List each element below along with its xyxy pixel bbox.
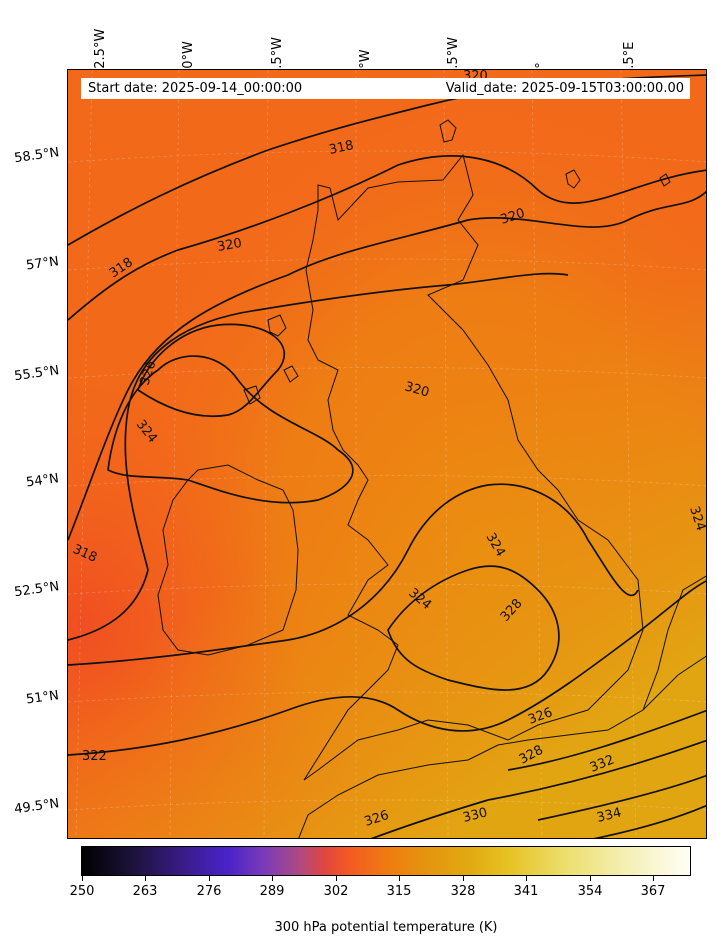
contour-label: 330 — [461, 805, 489, 826]
colorbar-tick-label: 250 — [69, 884, 95, 899]
colorbar-tick-label: 341 — [513, 884, 539, 899]
contour-label: 320 — [403, 379, 431, 400]
colorbar-tick-label: 354 — [577, 884, 603, 899]
colorbar-tick — [590, 876, 591, 881]
colorbar-tick — [336, 876, 337, 881]
colorbar-tick — [526, 876, 527, 881]
lat-label: 58.5°N — [13, 145, 61, 167]
colorbar-tick-label: 263 — [132, 884, 158, 899]
colorbar-tick — [145, 876, 146, 881]
map-canvas: 320 318 320 318 320 326 324 320 318 324 … — [68, 70, 706, 838]
colorbar-tick — [653, 876, 654, 881]
colorbar-title: 300 hPa potential temperature (K) — [274, 920, 498, 935]
date-info-box: Start date: 2025-09-14_00:00:00 Valid_da… — [81, 78, 690, 99]
colorbar-tick-label: 302 — [323, 884, 349, 899]
contour-label: 320 — [216, 236, 243, 255]
contours — [68, 74, 706, 838]
lat-label: 52.5°N — [13, 579, 61, 601]
contour-label: 320 — [499, 206, 527, 228]
colorbar-tick — [209, 876, 210, 881]
lat-label: 57°N — [25, 254, 61, 274]
field-south-warm — [68, 70, 706, 838]
contour-label: 322 — [82, 749, 107, 764]
lat-label: 51°N — [25, 688, 61, 708]
lat-label: 49.5°N — [13, 796, 61, 818]
colorbar-tick-label: 328 — [450, 884, 476, 899]
start-date-text: Start date: 2025-09-14_00:00:00 — [88, 81, 303, 96]
contour-label: 334 — [595, 805, 623, 826]
colorbar-tick — [82, 876, 83, 881]
contour-label: 326 — [138, 359, 160, 387]
lat-label: 55.5°N — [13, 363, 61, 385]
map-panel[interactable]: 320 318 320 318 320 326 324 320 318 324 … — [67, 69, 707, 839]
colorbar-tick-label: 276 — [196, 884, 222, 899]
colorbar-tick-label: 367 — [640, 884, 666, 899]
colorbar-tick-label: 315 — [386, 884, 412, 899]
colorbar — [81, 846, 691, 876]
colorbar-tick-label: 289 — [259, 884, 285, 899]
colorbar-tick — [399, 876, 400, 881]
valid-date-text: Valid_date: 2025-09-15T03:00:00.00 — [445, 81, 684, 96]
contour-label: 326 — [363, 808, 391, 830]
graticule — [68, 70, 706, 838]
colorbar-tick — [463, 876, 464, 881]
coastlines — [157, 119, 706, 838]
colorbar-tick — [272, 876, 273, 881]
lat-label: 54°N — [25, 471, 61, 491]
contour-label: 318 — [328, 138, 355, 158]
